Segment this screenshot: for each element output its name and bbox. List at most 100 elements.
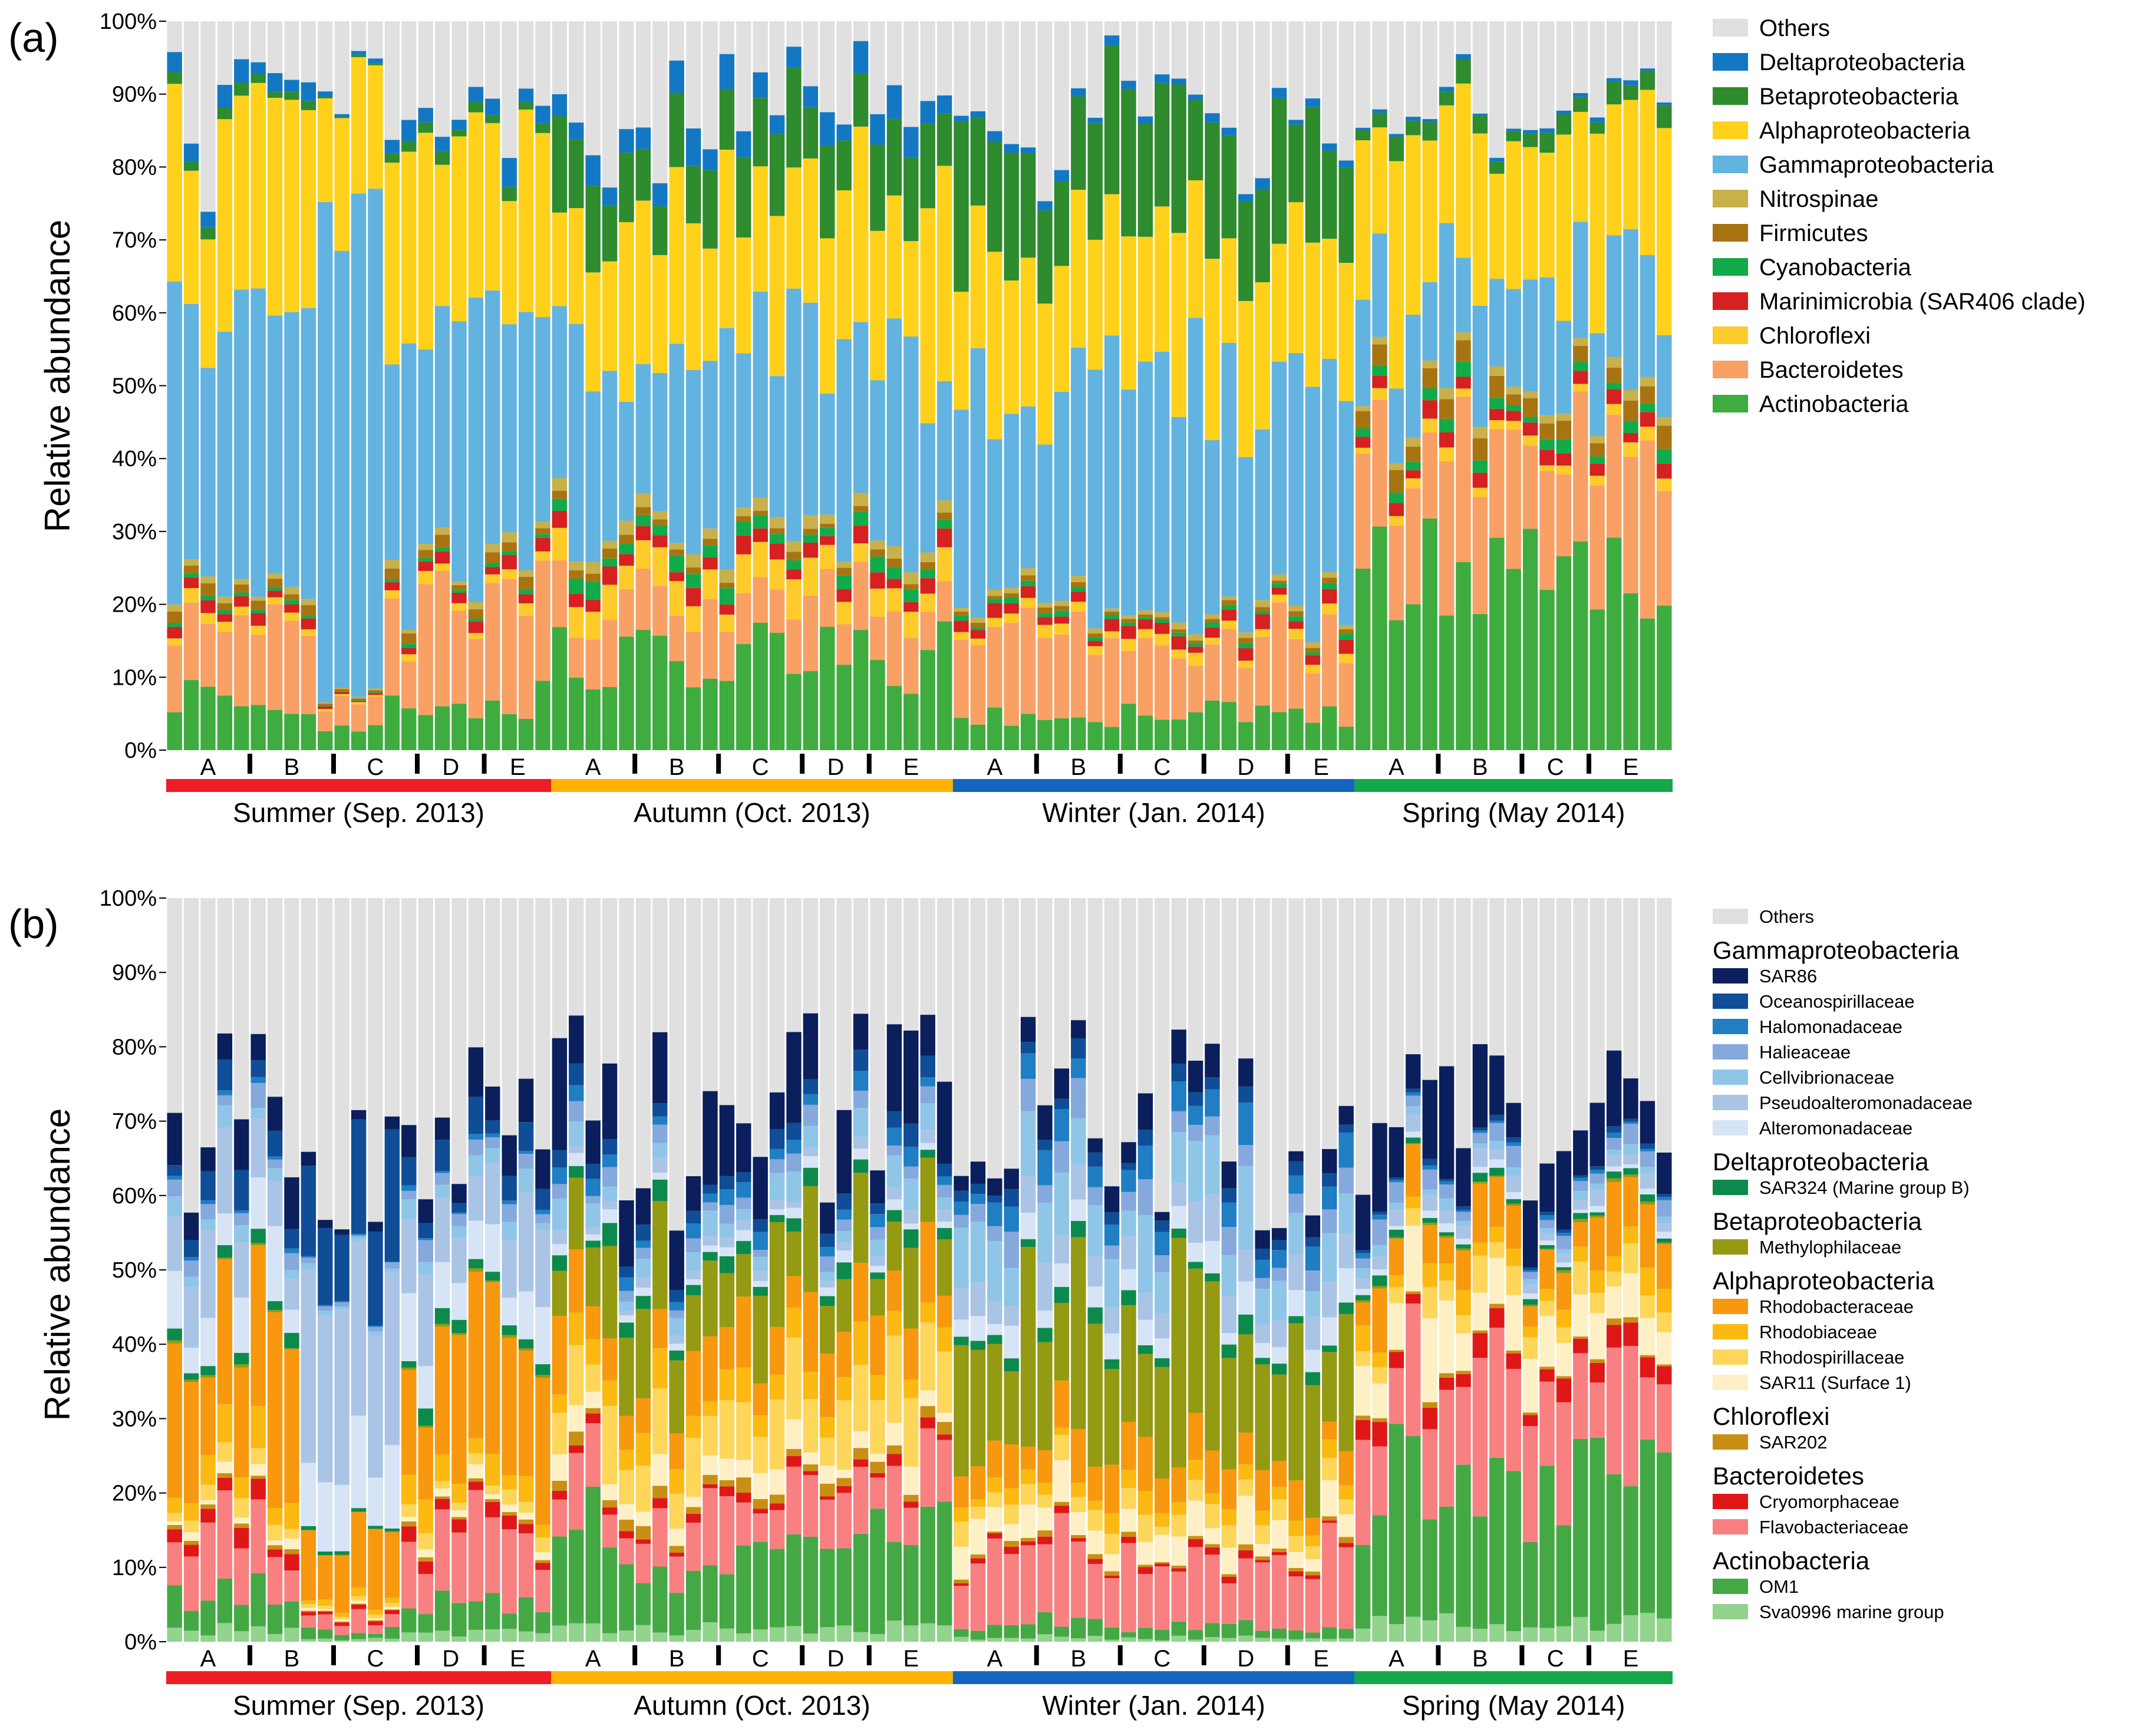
- bar-segment: [853, 1533, 869, 1632]
- bar-segment: [1657, 102, 1672, 105]
- bar-segment: [183, 1520, 199, 1533]
- bar-segment: [1606, 1272, 1622, 1287]
- bar-segment: [351, 57, 367, 194]
- bar-segment: [1322, 1173, 1337, 1187]
- bar-segment: [602, 1633, 618, 1642]
- bar-segment: [1255, 614, 1270, 629]
- bar-segment: [1155, 617, 1170, 619]
- bar-segment: [1489, 537, 1505, 750]
- bar-segment: [1556, 1273, 1572, 1310]
- bar-segment: [1556, 1229, 1572, 1233]
- bar-segment: [1657, 1238, 1672, 1243]
- bar-segment: [384, 590, 400, 599]
- bar-segment: [569, 1249, 584, 1313]
- bar-segment: [1439, 418, 1455, 433]
- bar-segment: [569, 1405, 584, 1432]
- bar-segment: [468, 112, 484, 298]
- bar-segment: [1472, 1516, 1488, 1629]
- bar-segment: [954, 1586, 969, 1629]
- bar-segment: [1606, 1050, 1622, 1127]
- bar-segment: [234, 1477, 249, 1499]
- bar-segment: [1539, 1215, 1555, 1220]
- bar-segment: [1137, 1639, 1153, 1642]
- bar-segment: [451, 1226, 467, 1238]
- bar-segment: [434, 1509, 450, 1591]
- bar-segment: [200, 1366, 216, 1375]
- bar-segment: [652, 1486, 668, 1499]
- bar-segment: [434, 548, 450, 552]
- bar-segment: [719, 1204, 735, 1224]
- bar-segment: [1004, 1232, 1019, 1268]
- bar-segment: [1205, 1281, 1220, 1451]
- bar-segment: [585, 1408, 601, 1414]
- bar-segment: [384, 162, 400, 365]
- bar-segment: [635, 1288, 651, 1296]
- bar-segment: [920, 423, 935, 553]
- bar-segment: [1472, 1173, 1488, 1182]
- bar-segment: [903, 336, 919, 573]
- bar-segment: [836, 1279, 852, 1332]
- bar-segment: [1623, 421, 1638, 433]
- bar-segment: [1155, 1562, 1170, 1564]
- bar-segment: [368, 58, 383, 64]
- bar-segment: [1171, 1514, 1186, 1537]
- bar-segment: [1188, 94, 1203, 101]
- bar-segment: [736, 131, 751, 157]
- bar-segment: [418, 1366, 433, 1409]
- bar-segment: [1205, 1547, 1220, 1555]
- bar-segment: [1389, 1180, 1404, 1183]
- bar-segment: [1322, 1186, 1337, 1210]
- bar-segment: [1322, 583, 1337, 589]
- bar-segment: [334, 692, 349, 694]
- y-tick-label: 40%: [112, 1332, 157, 1357]
- bar-segment: [434, 1590, 450, 1631]
- bar-segment: [1054, 623, 1070, 635]
- bar-segment: [351, 1600, 367, 1604]
- bar-segment: [1539, 1228, 1555, 1233]
- bar-segment: [786, 1032, 802, 1123]
- bar-segment: [1255, 1638, 1270, 1642]
- bar-segment: [970, 1222, 986, 1283]
- bar-segment: [652, 1103, 668, 1117]
- bar-segment: [1623, 1154, 1638, 1164]
- bar-segment: [1071, 1638, 1086, 1642]
- bar-segment: [886, 318, 902, 547]
- bar-segment: [703, 528, 718, 539]
- bar-segment: [987, 1202, 1002, 1226]
- bar-segment: [1305, 1291, 1321, 1317]
- bar-segment: [1657, 1384, 1672, 1453]
- bar-segment: [853, 1090, 869, 1108]
- bar-segment: [1221, 1574, 1237, 1577]
- bar-segment: [1205, 1089, 1220, 1117]
- bar-segment: [552, 1625, 568, 1642]
- bar-segment: [250, 1107, 266, 1119]
- bar-segment: [987, 1533, 1002, 1539]
- bar-segment: [418, 122, 433, 133]
- bar-segment: [1054, 1506, 1070, 1513]
- bar-segment: [569, 122, 584, 140]
- bar-segment: [535, 1306, 550, 1365]
- bar-segment: [167, 623, 182, 627]
- bar-segment: [886, 558, 902, 567]
- bar-segment: [903, 1178, 919, 1210]
- bar-segment: [1623, 1486, 1638, 1615]
- bar-segment: [786, 1207, 802, 1219]
- bar-segment: [619, 1277, 634, 1291]
- bar-segment: [836, 124, 852, 141]
- bar-segment: [183, 1540, 199, 1545]
- bar-segment: [870, 616, 885, 660]
- bar-segment: [769, 216, 785, 377]
- bar-segment: [870, 1477, 885, 1509]
- bar-segment: [1071, 576, 1086, 582]
- bar-segment: [1372, 1286, 1387, 1289]
- bar-segment: [1288, 621, 1304, 629]
- legend-label: Flavobacteriaceae: [1759, 1517, 1908, 1537]
- bar-segment: [619, 152, 634, 222]
- bar-segment: [936, 1351, 952, 1413]
- bar-segment: [1137, 1437, 1153, 1491]
- bar-segment: [1606, 81, 1622, 105]
- bar-segment: [1439, 461, 1455, 616]
- bar-segment: [1104, 608, 1120, 612]
- bar-segment: [1037, 613, 1053, 618]
- bar-segment: [552, 527, 568, 560]
